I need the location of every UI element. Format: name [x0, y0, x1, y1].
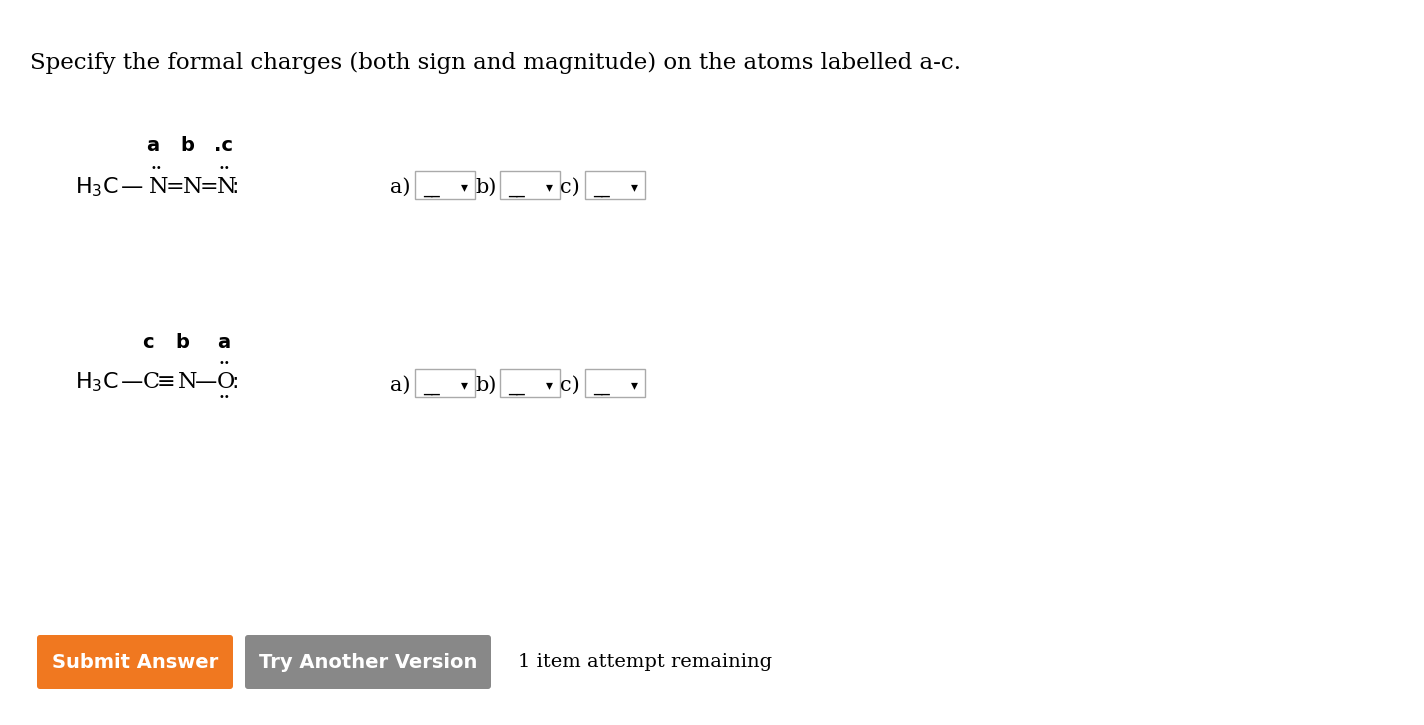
Text: ▾: ▾ — [545, 180, 553, 194]
FancyBboxPatch shape — [37, 635, 234, 689]
Text: —: — — [121, 177, 144, 197]
Text: ••: •• — [150, 163, 162, 173]
Text: __: __ — [592, 377, 609, 395]
Text: ▾: ▾ — [545, 378, 553, 392]
Text: .c: .c — [215, 136, 234, 155]
Bar — [500, 369, 560, 397]
Text: =: = — [199, 177, 219, 197]
Bar — [585, 369, 645, 397]
Text: __: __ — [508, 179, 525, 197]
Text: ▾: ▾ — [631, 378, 638, 392]
Text: C: C — [142, 371, 159, 393]
Text: a: a — [218, 333, 231, 352]
Text: b: b — [175, 333, 189, 352]
Bar — [500, 171, 560, 199]
Text: ••: •• — [218, 358, 229, 368]
Bar — [585, 171, 645, 199]
Text: c): c) — [560, 376, 580, 394]
Text: b: b — [179, 136, 194, 155]
Text: :: : — [231, 177, 238, 197]
Text: :: : — [231, 372, 238, 392]
Text: ≡: ≡ — [157, 372, 175, 392]
Text: N: N — [216, 176, 236, 198]
Text: c: c — [142, 333, 154, 352]
Bar — [414, 171, 476, 199]
Text: a): a) — [390, 376, 410, 394]
Text: 1 item attempt remaining: 1 item attempt remaining — [518, 653, 772, 671]
Text: a): a) — [390, 178, 410, 196]
Text: __: __ — [423, 179, 440, 197]
Text: ••: •• — [218, 163, 229, 173]
Text: ▾: ▾ — [631, 180, 638, 194]
Text: __: __ — [508, 377, 525, 395]
Text: N: N — [150, 176, 168, 198]
FancyBboxPatch shape — [245, 635, 491, 689]
Text: H$_3$C: H$_3$C — [75, 175, 118, 199]
Text: N: N — [178, 371, 198, 393]
Text: ▾: ▾ — [461, 180, 468, 194]
Text: Specify the formal charges (both sign and magnitude) on the atoms labelled a-c.: Specify the formal charges (both sign an… — [30, 52, 961, 74]
Text: N: N — [184, 176, 202, 198]
Text: H$_3$C: H$_3$C — [75, 370, 118, 394]
Text: __: __ — [592, 179, 609, 197]
Text: ▾: ▾ — [461, 378, 468, 392]
Text: —: — — [195, 372, 218, 392]
Text: __: __ — [423, 377, 440, 395]
Text: c): c) — [560, 178, 580, 196]
Text: Submit Answer: Submit Answer — [51, 652, 218, 671]
Text: =: = — [167, 177, 185, 197]
Text: O: O — [216, 371, 235, 393]
Text: Try Another Version: Try Another Version — [259, 652, 477, 671]
Text: a: a — [147, 136, 159, 155]
Text: b): b) — [476, 178, 497, 196]
Text: —: — — [121, 372, 144, 392]
Bar — [414, 369, 476, 397]
Text: ••: •• — [218, 392, 229, 402]
Text: b): b) — [476, 376, 497, 394]
